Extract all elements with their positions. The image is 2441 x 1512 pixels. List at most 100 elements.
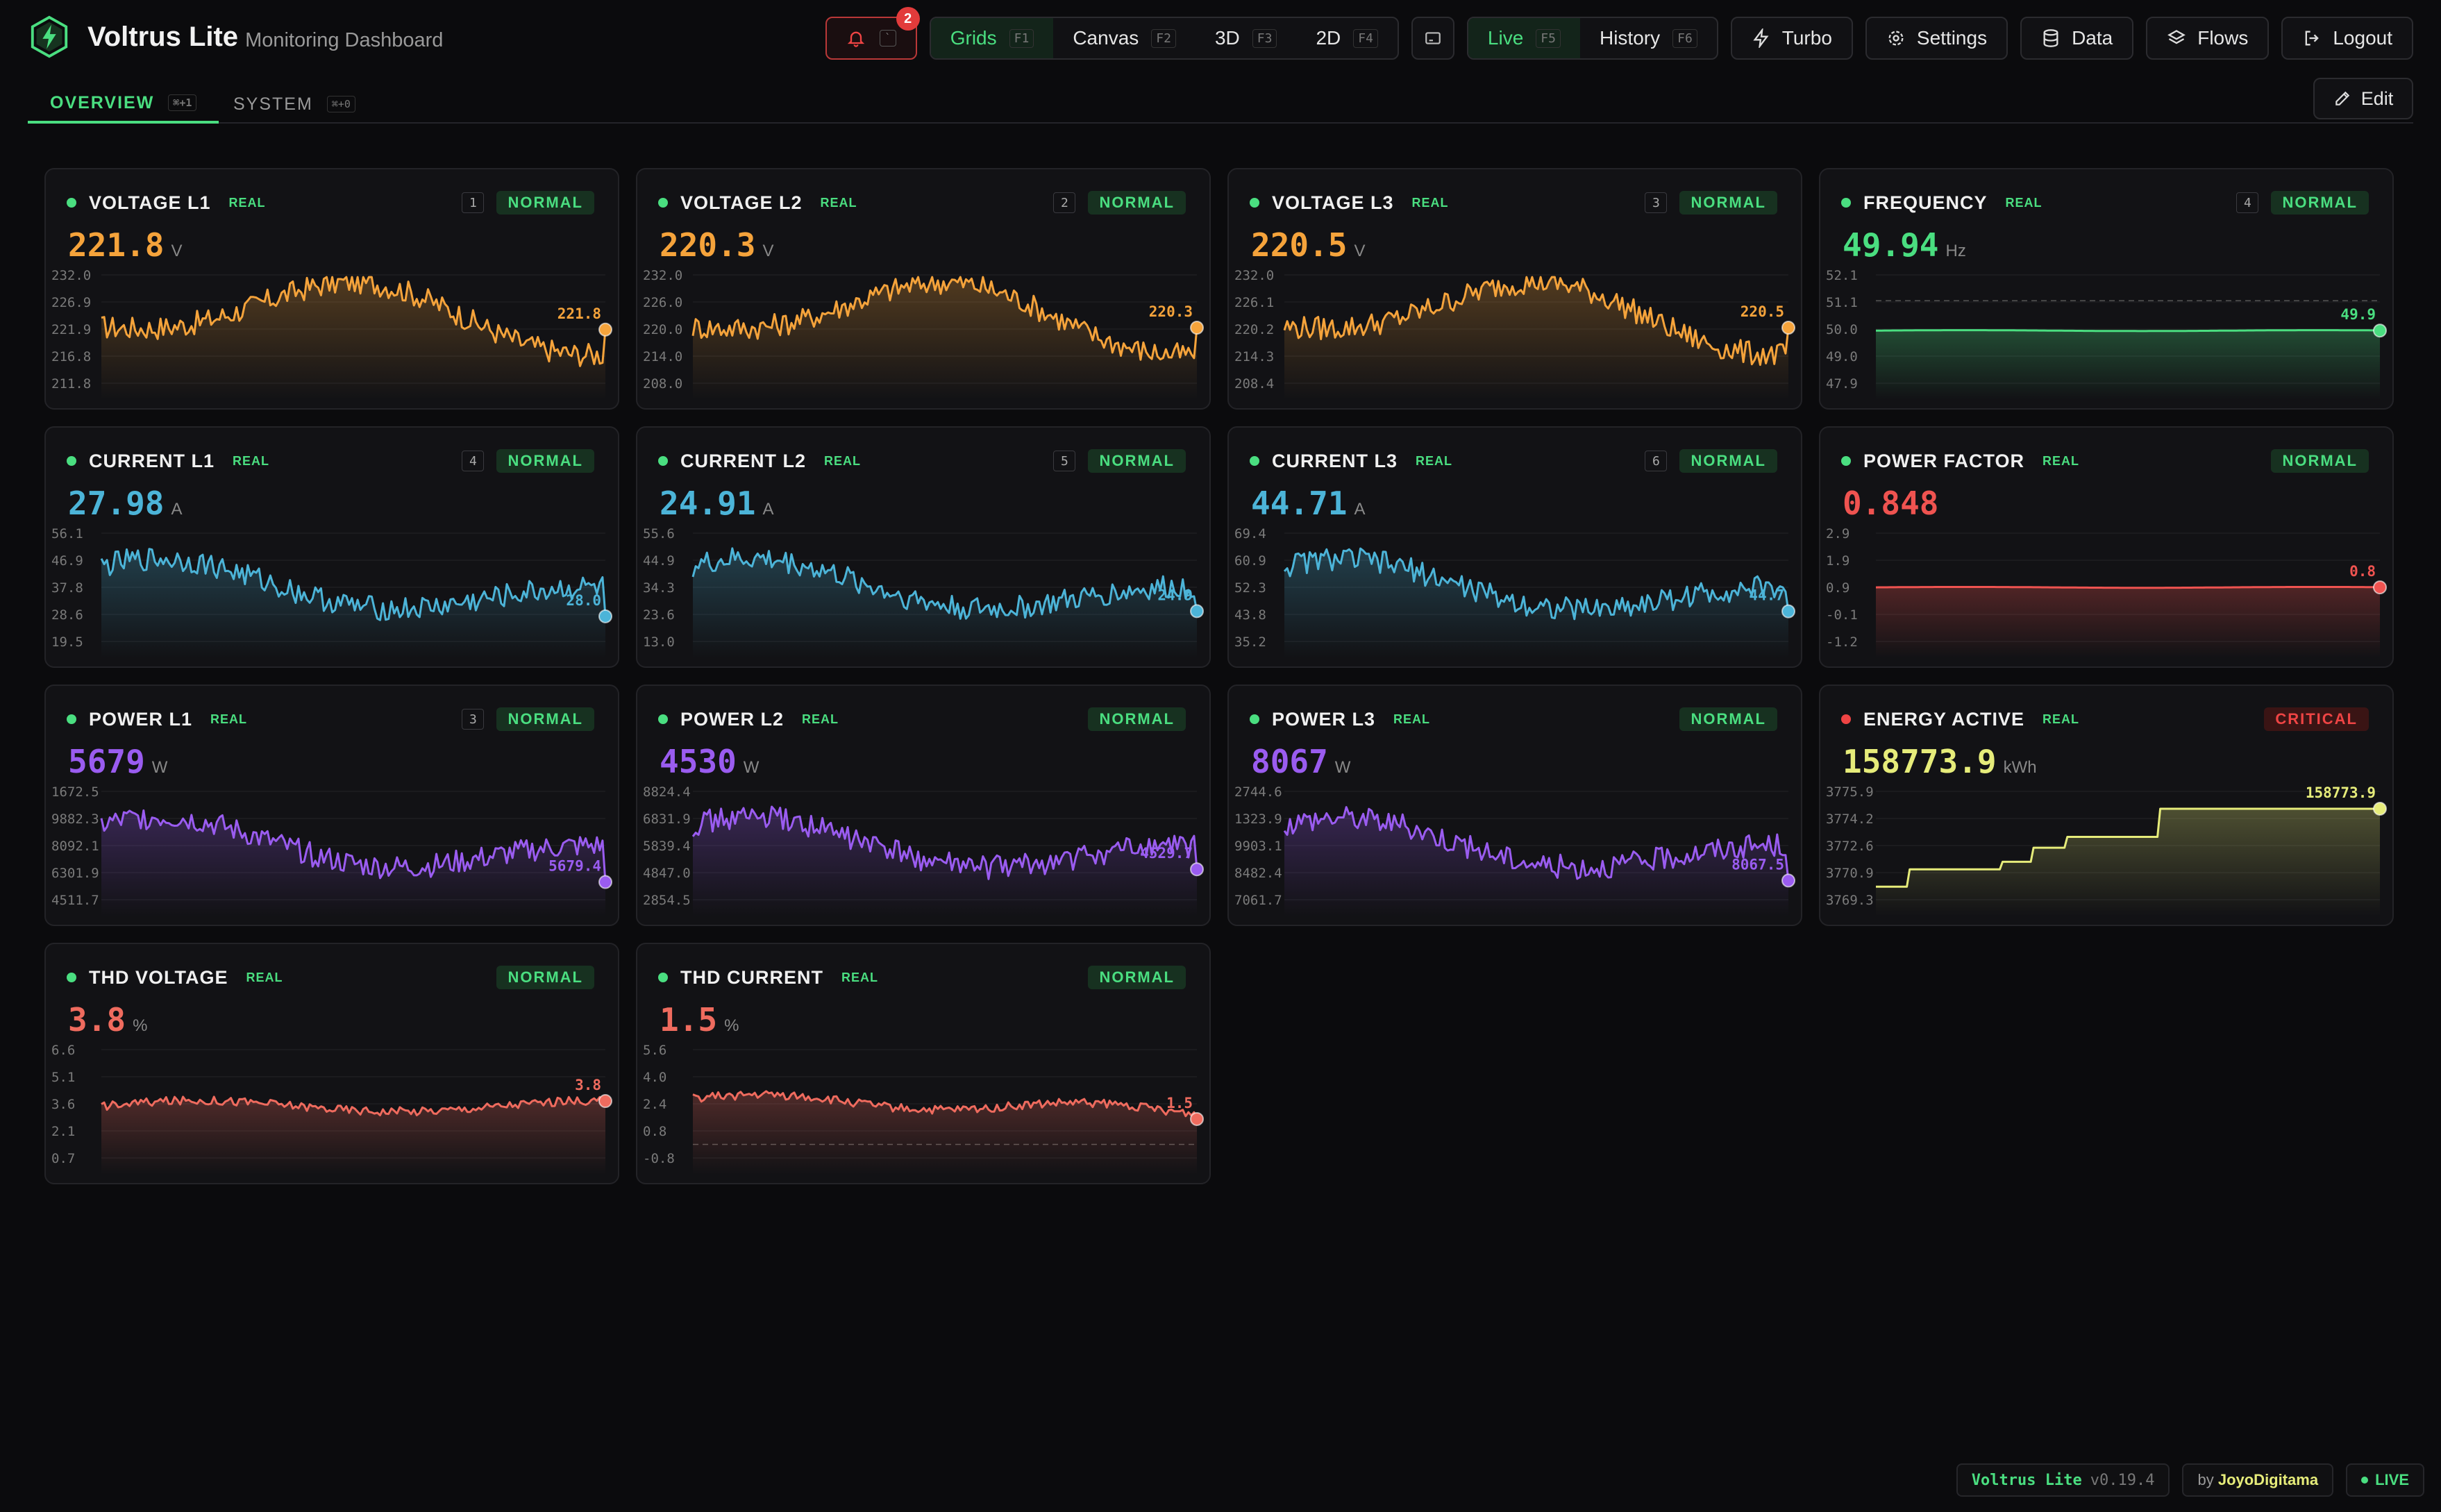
- card-index: 5: [1053, 451, 1076, 471]
- tab-overview[interactable]: OVERVIEW ⌘+1: [28, 85, 219, 124]
- last-point-marker: [1190, 1111, 1204, 1126]
- card-header: VOLTAGE L1 REAL 1 NORMAL: [67, 190, 594, 215]
- last-point-marker: [1781, 873, 1795, 888]
- last-point-marker: [598, 875, 612, 889]
- metric-card[interactable]: POWER FACTOR REAL NORMAL 0.848 2.9 1.9 0.9…: [1819, 426, 2394, 668]
- status-dot-icon: [1250, 714, 1259, 724]
- card-title: POWER L2: [680, 708, 785, 730]
- data-button[interactable]: Data: [2020, 17, 2134, 60]
- card-value: 221.8: [68, 226, 165, 264]
- sparkline-chart: 8824.4 6831.9 5839.4 4847.0 2854.5 4529.7: [643, 784, 1204, 916]
- card-unit: A: [762, 500, 774, 519]
- flows-button[interactable]: Flows: [2146, 17, 2270, 60]
- card-header: POWER FACTOR REAL NORMAL: [1841, 448, 2369, 473]
- metric-card[interactable]: VOLTAGE L1 REAL 1 NORMAL 221.8 V 232.0 22…: [44, 168, 619, 410]
- toolbar: ` 2 Grids F1 Canvas F2 3D F3 2D F4 Live F5 Hi…: [825, 7, 2413, 60]
- metric-card[interactable]: CURRENT L2 REAL 5 NORMAL 24.91 A 55.6 44.…: [636, 426, 1211, 668]
- metric-card[interactable]: ENERGY ACTIVE REAL CRITICAL 158773.9 kWh…: [1819, 684, 2394, 926]
- y-tick-label: 3.6: [51, 1097, 75, 1112]
- sparkline-chart: 55.6 44.9 34.3 23.6 13.0 24.9: [643, 526, 1204, 658]
- turbo-button[interactable]: Turbo: [1730, 17, 1853, 60]
- card-header: CURRENT L1 REAL 4 NORMAL: [67, 448, 594, 473]
- card-header: VOLTAGE L3 REAL 3 NORMAL: [1250, 190, 1777, 215]
- screen-icon: [1425, 32, 1441, 44]
- y-tick-label: 232.0: [1234, 268, 1274, 283]
- settings-button[interactable]: Settings: [1865, 17, 2008, 60]
- edit-button[interactable]: Edit: [2313, 78, 2413, 119]
- metric-card[interactable]: THD CURRENT REAL NORMAL 1.5 % 5.6 4.0 2.4 0…: [636, 943, 1211, 1184]
- view-grids[interactable]: Grids F1: [930, 18, 1054, 58]
- view-3d[interactable]: 3D F3: [1196, 18, 1296, 58]
- view-2d[interactable]: 2D F4: [1296, 18, 1397, 58]
- y-tick-label: 46.9: [51, 553, 83, 569]
- version-box: Voltrus Lite v0.19.4: [1956, 1463, 2170, 1497]
- footer-live: LIVE: [2375, 1471, 2409, 1488]
- series-area: [101, 548, 605, 658]
- source-tag: REAL: [802, 712, 839, 726]
- card-value-row: 220.3 V: [660, 226, 774, 264]
- y-tick-label: 50.0: [1826, 322, 1858, 337]
- card-value: 220.3: [660, 226, 756, 264]
- card-unit: W: [743, 758, 760, 777]
- card-value: 49.94: [1843, 226, 1939, 264]
- mode-switcher: Live F5 History F6: [1466, 17, 1718, 60]
- metric-card[interactable]: POWER L2 REAL NORMAL 4530 W 8824.4 6831.9…: [636, 684, 1211, 926]
- layers-icon: [2167, 30, 2186, 44]
- series-area: [693, 277, 1197, 400]
- status-badge: NORMAL: [2271, 449, 2369, 473]
- last-value-label: 28.0: [566, 592, 601, 609]
- card-unit: V: [171, 242, 183, 260]
- card-unit: A: [1354, 500, 1366, 519]
- sparkline-chart: 52.1 51.1 50.0 49.0 47.9 49.9: [1826, 268, 2387, 400]
- mode-history[interactable]: History F6: [1580, 18, 1717, 58]
- logout-button[interactable]: Logout: [2281, 17, 2413, 60]
- card-index: 6: [1645, 451, 1668, 471]
- y-tick-label: 211.8: [51, 376, 91, 392]
- y-tick-label: 0.8: [643, 1124, 666, 1139]
- tab-system[interactable]: SYSTEM ⌘+0: [211, 85, 378, 124]
- source-tag: REAL: [233, 453, 270, 468]
- metric-card[interactable]: FREQUENCY REAL 4 NORMAL 49.94 Hz 52.1 51.…: [1819, 168, 2394, 410]
- card-header: POWER L1 REAL 3 NORMAL: [67, 707, 594, 732]
- view-canvas[interactable]: Canvas F2: [1053, 18, 1196, 58]
- metric-card[interactable]: VOLTAGE L3 REAL 3 NORMAL 220.5 V 232.0 22…: [1227, 168, 1802, 410]
- brand: Voltrus Lite Monitoring Dashboard: [28, 15, 443, 58]
- status-dot-icon: [658, 714, 668, 724]
- card-unit: %: [724, 1016, 739, 1035]
- card-header: CURRENT L2 REAL 5 NORMAL: [658, 448, 1186, 473]
- metric-card[interactable]: VOLTAGE L2 REAL 2 NORMAL 220.3 V 232.0 22…: [636, 168, 1211, 410]
- status-dot-icon: [1841, 714, 1851, 724]
- metric-card[interactable]: CURRENT L3 REAL 6 NORMAL 44.71 A 69.4 60.…: [1227, 426, 1802, 668]
- status-dot-icon: [658, 456, 668, 466]
- last-point-marker: [598, 322, 612, 337]
- metric-card[interactable]: POWER L1 REAL 3 NORMAL 5679 W 1672.5 9882…: [44, 684, 619, 926]
- card-unit: Hz: [1945, 242, 1966, 260]
- sparkline-chart: 232.0 226.0 220.0 214.0 208.0 220.3: [643, 268, 1204, 400]
- y-tick-label: 214.3: [1234, 349, 1274, 364]
- last-value-label: 8067.5: [1731, 856, 1784, 873]
- source-tag: REAL: [2005, 195, 2042, 210]
- metric-card[interactable]: THD VOLTAGE REAL NORMAL 3.8 % 6.6 5.1 3.6 2…: [44, 943, 619, 1184]
- y-tick-label: 6.6: [51, 1043, 75, 1058]
- card-value: 220.5: [1251, 226, 1348, 264]
- metric-card[interactable]: CURRENT L1 REAL 4 NORMAL 27.98 A 56.1 46.…: [44, 426, 619, 668]
- alerts-button[interactable]: ` 2: [825, 7, 920, 60]
- footer: Voltrus Lite v0.19.4 by JoyoDigitama LIVE: [1944, 1463, 2424, 1497]
- author-box[interactable]: by JoyoDigitama: [2182, 1463, 2334, 1497]
- mode-live[interactable]: Live F5: [1468, 18, 1580, 58]
- y-tick-label: 52.3: [1234, 580, 1266, 596]
- source-tag: REAL: [210, 712, 248, 726]
- y-tick-label: 214.0: [643, 349, 682, 364]
- y-tick-label: 226.1: [1234, 295, 1274, 310]
- display-toggle-button[interactable]: [1411, 17, 1454, 60]
- footer-author: JoyoDigitama: [2217, 1471, 2319, 1488]
- card-title: ENERGY ACTIVE: [1863, 708, 2025, 730]
- y-tick-label: 0.7: [51, 1151, 75, 1166]
- last-value-label: 49.9: [2340, 306, 2376, 323]
- metric-card[interactable]: POWER L3 REAL NORMAL 8067 W 2744.6 1323.9…: [1227, 684, 1802, 926]
- y-tick-label: 51.1: [1826, 295, 1858, 310]
- card-title: POWER L3: [1272, 708, 1376, 730]
- card-header: VOLTAGE L2 REAL 2 NORMAL: [658, 190, 1186, 215]
- sparkline-chart: 2.9 1.9 0.9 -0.1 -1.2 0.8: [1826, 526, 2387, 658]
- y-tick-label: 220.2: [1234, 322, 1274, 337]
